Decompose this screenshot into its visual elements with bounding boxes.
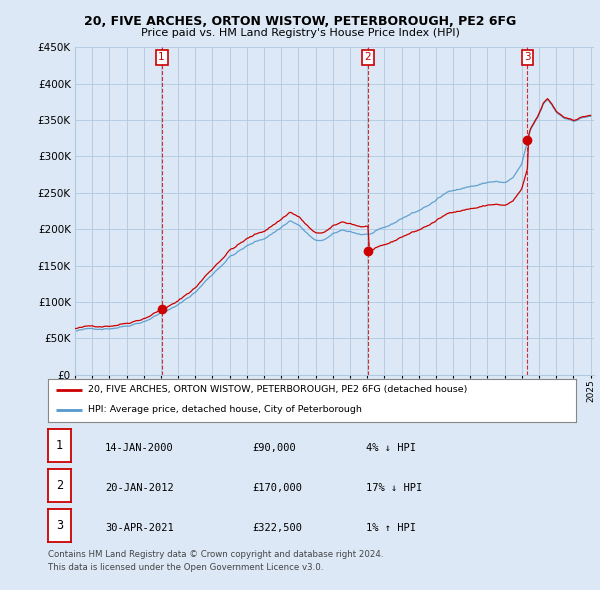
Text: Contains HM Land Registry data © Crown copyright and database right 2024.: Contains HM Land Registry data © Crown c… [48,550,383,559]
Text: 1: 1 [56,439,63,452]
Text: 3: 3 [524,53,531,63]
Text: 1: 1 [158,53,165,63]
Text: 1% ↑ HPI: 1% ↑ HPI [366,523,416,533]
Text: 20-JAN-2012: 20-JAN-2012 [105,483,174,493]
Text: This data is licensed under the Open Government Licence v3.0.: This data is licensed under the Open Gov… [48,563,323,572]
Text: £90,000: £90,000 [252,443,296,453]
Text: 2: 2 [365,53,371,63]
Text: 30-APR-2021: 30-APR-2021 [105,523,174,533]
Text: 20, FIVE ARCHES, ORTON WISTOW, PETERBOROUGH, PE2 6FG (detached house): 20, FIVE ARCHES, ORTON WISTOW, PETERBORO… [88,385,467,395]
Text: HPI: Average price, detached house, City of Peterborough: HPI: Average price, detached house, City… [88,405,361,414]
Text: 2: 2 [56,479,63,492]
Text: 3: 3 [56,519,63,532]
Text: 20, FIVE ARCHES, ORTON WISTOW, PETERBOROUGH, PE2 6FG: 20, FIVE ARCHES, ORTON WISTOW, PETERBORO… [84,15,516,28]
Text: Price paid vs. HM Land Registry's House Price Index (HPI): Price paid vs. HM Land Registry's House … [140,28,460,38]
Text: £322,500: £322,500 [252,523,302,533]
Text: £170,000: £170,000 [252,483,302,493]
Text: 14-JAN-2000: 14-JAN-2000 [105,443,174,453]
Text: 4% ↓ HPI: 4% ↓ HPI [366,443,416,453]
Text: 17% ↓ HPI: 17% ↓ HPI [366,483,422,493]
